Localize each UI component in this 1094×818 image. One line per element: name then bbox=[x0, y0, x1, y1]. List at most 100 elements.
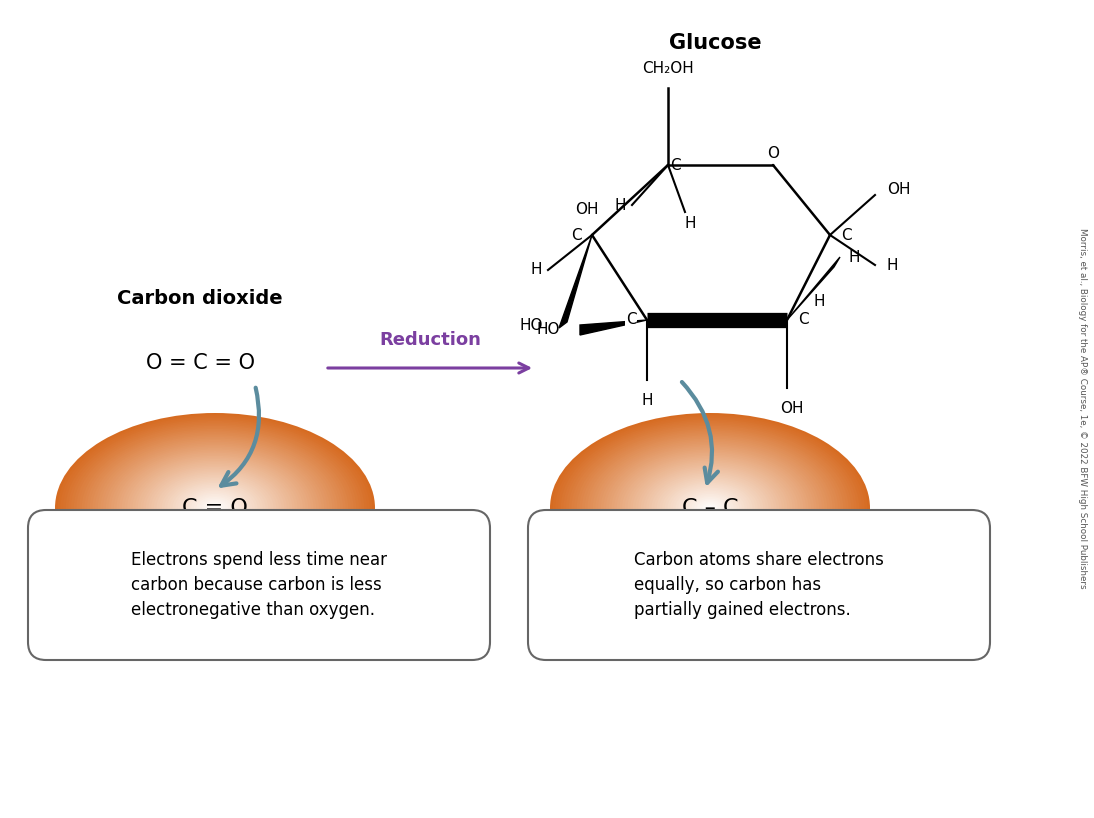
Ellipse shape bbox=[191, 494, 238, 522]
Ellipse shape bbox=[181, 488, 249, 528]
Ellipse shape bbox=[82, 429, 348, 587]
Ellipse shape bbox=[569, 424, 851, 592]
Ellipse shape bbox=[149, 469, 281, 547]
Ellipse shape bbox=[175, 484, 255, 532]
Ellipse shape bbox=[582, 432, 838, 584]
Ellipse shape bbox=[79, 427, 351, 589]
Ellipse shape bbox=[210, 505, 220, 511]
Ellipse shape bbox=[170, 481, 260, 535]
Ellipse shape bbox=[68, 421, 362, 595]
Ellipse shape bbox=[667, 483, 753, 533]
Ellipse shape bbox=[638, 465, 782, 551]
Text: C: C bbox=[840, 227, 851, 242]
Text: O: O bbox=[767, 146, 779, 160]
Text: Reduction: Reduction bbox=[379, 331, 481, 349]
FancyBboxPatch shape bbox=[528, 510, 990, 660]
Ellipse shape bbox=[188, 492, 242, 524]
Ellipse shape bbox=[97, 438, 333, 578]
Ellipse shape bbox=[619, 454, 801, 562]
Ellipse shape bbox=[110, 447, 319, 570]
Ellipse shape bbox=[566, 423, 854, 594]
Ellipse shape bbox=[630, 461, 790, 555]
Ellipse shape bbox=[705, 505, 715, 511]
Ellipse shape bbox=[691, 497, 729, 519]
Ellipse shape bbox=[108, 445, 322, 571]
Ellipse shape bbox=[55, 413, 375, 603]
Ellipse shape bbox=[177, 486, 253, 530]
Ellipse shape bbox=[577, 429, 843, 587]
Ellipse shape bbox=[92, 435, 338, 581]
Ellipse shape bbox=[132, 459, 298, 557]
Ellipse shape bbox=[632, 462, 788, 554]
Ellipse shape bbox=[212, 506, 218, 510]
Ellipse shape bbox=[571, 425, 849, 591]
Ellipse shape bbox=[675, 488, 745, 528]
Ellipse shape bbox=[654, 474, 766, 542]
Ellipse shape bbox=[694, 498, 726, 518]
Text: C: C bbox=[626, 312, 637, 327]
Ellipse shape bbox=[593, 438, 827, 578]
Ellipse shape bbox=[617, 452, 803, 564]
Ellipse shape bbox=[574, 427, 846, 589]
Ellipse shape bbox=[680, 491, 740, 525]
Ellipse shape bbox=[60, 416, 370, 600]
Ellipse shape bbox=[636, 464, 784, 552]
Ellipse shape bbox=[643, 469, 777, 547]
Ellipse shape bbox=[688, 496, 731, 521]
Ellipse shape bbox=[88, 432, 344, 584]
Ellipse shape bbox=[58, 415, 372, 601]
Polygon shape bbox=[580, 320, 647, 335]
Ellipse shape bbox=[159, 474, 271, 542]
Text: C: C bbox=[571, 227, 581, 242]
Ellipse shape bbox=[622, 456, 798, 560]
Ellipse shape bbox=[665, 481, 755, 535]
Ellipse shape bbox=[121, 452, 309, 564]
Ellipse shape bbox=[66, 420, 364, 596]
Ellipse shape bbox=[153, 472, 277, 545]
Ellipse shape bbox=[590, 437, 830, 579]
Text: C: C bbox=[798, 312, 808, 327]
Ellipse shape bbox=[63, 418, 366, 598]
Text: C – C: C – C bbox=[682, 498, 738, 518]
Ellipse shape bbox=[662, 479, 758, 537]
Ellipse shape bbox=[560, 420, 859, 596]
Ellipse shape bbox=[125, 454, 305, 562]
Ellipse shape bbox=[552, 415, 868, 601]
Text: HO: HO bbox=[536, 322, 560, 338]
Ellipse shape bbox=[143, 465, 287, 551]
Ellipse shape bbox=[186, 491, 244, 525]
Ellipse shape bbox=[84, 430, 346, 586]
Ellipse shape bbox=[71, 423, 359, 594]
Text: CH₂OH: CH₂OH bbox=[642, 61, 694, 76]
Ellipse shape bbox=[595, 440, 825, 576]
Ellipse shape bbox=[167, 479, 263, 537]
Ellipse shape bbox=[205, 501, 225, 515]
Text: C = O: C = O bbox=[182, 498, 248, 518]
Ellipse shape bbox=[194, 496, 236, 521]
Ellipse shape bbox=[645, 470, 773, 546]
Text: H: H bbox=[614, 197, 626, 213]
Ellipse shape bbox=[587, 435, 833, 581]
Ellipse shape bbox=[550, 413, 870, 603]
Ellipse shape bbox=[686, 494, 734, 522]
Polygon shape bbox=[559, 235, 592, 328]
Text: H: H bbox=[531, 263, 542, 277]
Ellipse shape bbox=[584, 434, 836, 582]
Text: Electrons spend less time near
carbon because carbon is less
electronegative tha: Electrons spend less time near carbon be… bbox=[131, 551, 387, 619]
Text: C: C bbox=[670, 158, 680, 173]
Ellipse shape bbox=[183, 489, 247, 527]
Ellipse shape bbox=[558, 418, 862, 598]
Ellipse shape bbox=[614, 451, 806, 565]
Ellipse shape bbox=[673, 486, 747, 530]
Ellipse shape bbox=[649, 472, 771, 545]
Ellipse shape bbox=[106, 443, 324, 573]
Ellipse shape bbox=[162, 476, 268, 540]
Ellipse shape bbox=[207, 503, 223, 513]
Ellipse shape bbox=[580, 430, 840, 586]
Ellipse shape bbox=[156, 473, 274, 543]
Text: H: H bbox=[849, 249, 861, 264]
Ellipse shape bbox=[603, 445, 816, 571]
Ellipse shape bbox=[556, 416, 864, 600]
Text: H: H bbox=[887, 258, 898, 272]
Ellipse shape bbox=[103, 442, 327, 574]
